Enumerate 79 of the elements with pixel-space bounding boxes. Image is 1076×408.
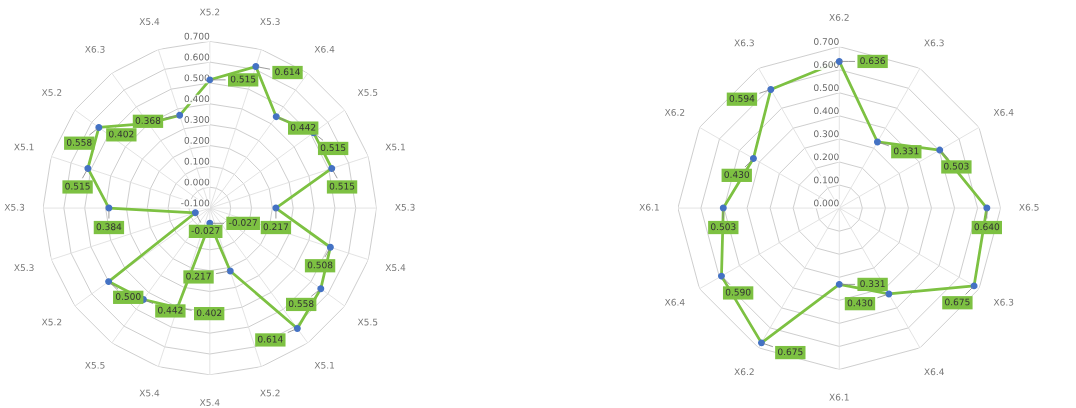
data-label: 0.614 [258, 335, 283, 343]
y-tick-label: 0.700 [814, 38, 839, 45]
spoke-label: X5.2 [199, 8, 220, 16]
spoke-label: X6.3 [924, 39, 944, 47]
data-label: 0.675 [778, 348, 803, 356]
y-tick-label: 0.100 [814, 176, 839, 184]
data-label: 0.515 [329, 182, 355, 190]
spoke-label: X6.2 [829, 14, 849, 21]
spoke-label: X6.4 [924, 368, 944, 376]
spoke-label: X5.5 [357, 318, 378, 326]
spoke-label: X5.5 [357, 89, 378, 96]
spoke-label: X6.3 [85, 45, 105, 53]
y-tick-label: 0.100 [184, 157, 210, 165]
spoke-label: X6.4 [993, 108, 1014, 116]
spoke-label: X5.1 [385, 143, 405, 151]
spoke-label: X5.4 [199, 399, 220, 406]
data-label: 0.430 [847, 299, 873, 307]
data-label: 0.558 [66, 138, 92, 146]
y-tick-label: 0.400 [184, 95, 210, 103]
spoke-label: X5.5 [85, 361, 105, 369]
spoke-label: X6.2 [734, 368, 754, 376]
spoke-label: X5.2 [41, 318, 62, 326]
y-tick-label: 0.000 [814, 199, 839, 207]
y-tick-label: 0.200 [184, 136, 210, 144]
data-label: 0.217 [186, 272, 211, 280]
data-label: 0.590 [725, 288, 751, 296]
spoke-label: X5.4 [139, 389, 160, 397]
data-label: 0.640 [974, 223, 1000, 231]
data-label: 0.503 [710, 223, 736, 231]
spoke-label: X5.3 [395, 203, 415, 211]
spoke-label: X5.1 [14, 143, 34, 151]
spoke-label: X6.4 [664, 298, 685, 306]
data-label: 0.430 [724, 171, 750, 178]
data-label: 0.558 [288, 300, 314, 308]
spoke-label: X6.1 [639, 203, 659, 211]
data-label: 0.384 [96, 223, 122, 231]
data-label: -0.027 [191, 227, 220, 234]
data-label: 0.331 [893, 147, 919, 155]
y-tick-label: 0.600 [184, 53, 210, 61]
y-tick-label: 0.300 [814, 130, 839, 138]
data-label: 0.503 [944, 162, 969, 170]
data-label: 0.614 [275, 68, 300, 76]
data-label: 0.368 [135, 117, 161, 124]
data-label: 0.594 [729, 94, 755, 102]
spoke-label: X5.4 [139, 18, 160, 25]
spoke-label: X5.4 [385, 264, 406, 272]
data-label: 0.402 [109, 130, 134, 138]
data-label: 0.675 [945, 298, 970, 306]
spoke-label: X6.2 [664, 108, 685, 116]
spoke-label: X5.2 [41, 89, 62, 96]
y-tick-label: -0.100 [181, 199, 210, 207]
spoke-label: X6.1 [829, 393, 849, 401]
data-label: 0.217 [263, 223, 289, 231]
data-label: 0.636 [860, 57, 885, 65]
data-label: 0.442 [158, 306, 183, 314]
spoke-label: X5.1 [314, 361, 335, 369]
data-label: 0.515 [230, 75, 256, 83]
data-label: 0.515 [65, 182, 90, 190]
y-tick-label: 0.000 [184, 178, 210, 186]
spoke-label: X5.2 [260, 389, 280, 397]
data-label: 0.508 [307, 261, 333, 269]
spoke-label: X5.3 [260, 18, 280, 25]
spoke-label: X6.5 [1019, 203, 1039, 211]
spoke-label: X6.3 [993, 298, 1014, 306]
y-tick-label: 0.400 [814, 107, 839, 115]
y-tick-label: 0.700 [184, 32, 210, 40]
y-tick-label: 0.500 [814, 84, 839, 92]
data-label: 0.515 [320, 144, 346, 152]
spoke-label: X5.3 [14, 264, 34, 272]
y-tick-label: 0.200 [814, 153, 839, 161]
spoke-label: X5.3 [4, 203, 25, 211]
data-label: -0.027 [229, 219, 257, 226]
data-label: 0.331 [860, 280, 885, 288]
data-label: 0.442 [290, 123, 316, 131]
y-tick-label: 0.300 [184, 116, 210, 123]
spoke-label: X6.3 [734, 39, 754, 47]
spoke-label: X6.4 [314, 45, 335, 53]
data-label: 0.402 [196, 309, 222, 317]
data-label: 0.500 [115, 293, 141, 300]
